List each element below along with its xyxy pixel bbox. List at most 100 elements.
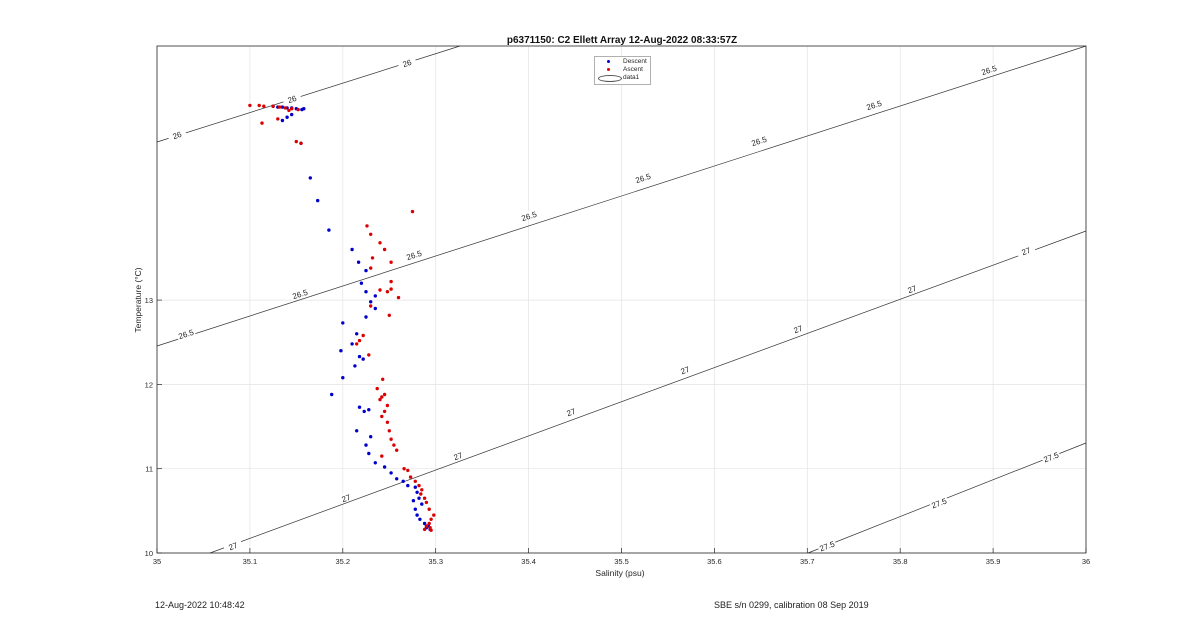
- contour-line: [209, 230, 1087, 554]
- contour-label-bg: [1040, 449, 1061, 464]
- contour-label: 26.5: [291, 288, 309, 302]
- y-axis-label: Temperature (°C): [133, 267, 143, 332]
- ascent-point: [283, 106, 287, 110]
- descent-point: [357, 354, 362, 359]
- descent-point: [356, 260, 361, 264]
- ascent-point: [380, 395, 384, 399]
- ascent-point: [424, 500, 429, 505]
- x-tick-label: 35.9: [986, 557, 1001, 566]
- descent-point: [364, 443, 368, 447]
- chart-title: p6371150: C2 Ellett Array 12-Aug-2022 08…: [507, 35, 737, 46]
- ascent-point: [248, 103, 252, 108]
- contour-label-bg: [674, 362, 695, 377]
- ascent-point: [385, 290, 390, 294]
- descent-point: [364, 315, 368, 319]
- contour-label: 26.5: [177, 328, 195, 342]
- contour-label-bg: [863, 97, 884, 112]
- ascent-point: [367, 353, 371, 357]
- ascent-point: [290, 107, 294, 111]
- ascent-point: [417, 483, 421, 488]
- descent-point: [401, 479, 405, 483]
- ascent-point: [357, 338, 362, 343]
- contour-line: [807, 442, 1087, 554]
- descent-point: [316, 198, 320, 203]
- footer-timestamp: 12-Aug-2022 10:48:42: [155, 600, 245, 610]
- ascent-point: [382, 409, 387, 414]
- descent-point: [350, 247, 354, 252]
- ascent-point: [385, 403, 390, 408]
- descent-point: [413, 507, 417, 511]
- descent-point: [353, 364, 357, 368]
- ascent-point: [369, 232, 373, 236]
- ascent-point: [413, 479, 417, 483]
- descent-point: [364, 290, 368, 294]
- contour-label-bg: [175, 326, 196, 341]
- ascent-point: [299, 141, 303, 145]
- descent-point: [308, 176, 312, 180]
- contour-label: 26.5: [750, 135, 768, 149]
- ascent-marker: [607, 68, 610, 71]
- descent-point: [382, 465, 387, 469]
- ascent-point: [427, 521, 431, 526]
- descent-point: [341, 376, 345, 380]
- descent-point: [339, 349, 343, 353]
- contour-label-bg: [281, 91, 302, 106]
- data-points: [248, 103, 436, 532]
- contour-line: [156, 45, 1087, 347]
- descent-point: [373, 294, 377, 298]
- ascent-point: [424, 524, 429, 528]
- contour-label: 27: [565, 407, 577, 419]
- legend: Descent Ascent data1: [594, 56, 651, 85]
- contour-label-bg: [816, 538, 837, 553]
- contour-label: 27: [1020, 246, 1032, 258]
- contour-label: 27: [679, 365, 691, 377]
- contour-label: 27: [340, 493, 352, 505]
- ascent-point: [271, 104, 275, 108]
- x-tick-label: 35.3: [428, 557, 443, 566]
- ascent-point: [432, 513, 436, 517]
- descent-point: [357, 405, 362, 409]
- contour-marker-icon: [598, 75, 622, 82]
- legend-label: Ascent: [623, 66, 643, 73]
- descent-point: [280, 118, 285, 123]
- x-tick-label: 35.8: [893, 557, 908, 566]
- descent-point: [373, 461, 377, 465]
- contour-label-bg: [1015, 243, 1036, 258]
- legend-item-data1: data1: [595, 74, 650, 82]
- contour-label-bg: [289, 286, 310, 301]
- ascent-point: [296, 107, 300, 112]
- ascent-point: [387, 313, 391, 317]
- x-tick-label: 36: [1082, 557, 1090, 566]
- descent-point: [389, 471, 393, 475]
- footer-calibration: SBE s/n 0299, calibration 08 Sep 2019: [714, 600, 869, 610]
- descent-point: [367, 451, 371, 456]
- y-tick-label: 12: [145, 380, 153, 389]
- x-tick-label: 35.1: [243, 557, 258, 566]
- descent-point: [418, 517, 422, 521]
- ascent-point: [382, 392, 387, 397]
- legend-label: data1: [623, 74, 640, 81]
- ascent-point: [429, 517, 433, 521]
- contour-label: 26.5: [520, 210, 538, 224]
- ascent-point: [385, 420, 390, 424]
- ascent-point: [427, 507, 431, 511]
- contour-label-bg: [518, 208, 539, 223]
- legend-item-descent: Descent: [595, 58, 650, 66]
- descent-point: [362, 409, 366, 414]
- ascent-point: [389, 260, 393, 264]
- contour-label-bg: [787, 321, 808, 336]
- ascent-point: [378, 397, 382, 402]
- descent-point: [285, 115, 289, 119]
- axis-ticks: 35 35.1 35.2 35.3 35.4 35.5 35.6 35.7 35.8 35.9 36…: [145, 296, 1091, 566]
- ascent-point: [387, 429, 391, 433]
- x-tick-label: 35.4: [521, 557, 536, 566]
- ascent-point: [422, 527, 427, 532]
- ascent-point: [355, 342, 359, 346]
- ascent-point: [422, 496, 427, 500]
- legend-label: Descent: [623, 58, 647, 65]
- contour-label: 26.5: [634, 172, 652, 186]
- ascent-point: [369, 304, 373, 308]
- contour-label-bg: [928, 495, 949, 510]
- contour-label-bg: [403, 247, 424, 262]
- descent-point: [395, 477, 399, 481]
